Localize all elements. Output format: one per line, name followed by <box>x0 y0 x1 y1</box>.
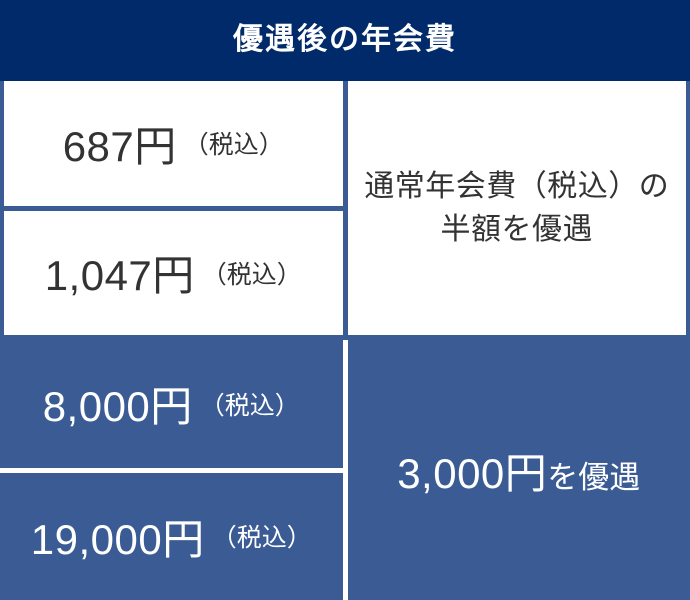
discount-description-line2: 半額を優遇 <box>440 213 593 246</box>
tax-included-note: （税込） <box>183 131 284 160</box>
discount-description: 通常年会費（税込）の 半額を優遇 <box>364 165 669 252</box>
fee-cell-row3: 8,000円 （税込） <box>0 340 343 468</box>
discount-amount-cell: 3,000円を優遇 <box>347 340 690 600</box>
page-title: 優遇後の年会費 <box>233 22 457 56</box>
fee-cell-row4: 19,000円 （税込） <box>0 472 343 600</box>
tax-included-note: （税込） <box>211 524 312 553</box>
fee-amount: 8,000円 <box>42 383 193 431</box>
discount-suffix: を優遇 <box>547 459 641 495</box>
fee-cell-row1: 687円 （税込） <box>4 81 343 206</box>
discount-description-cell: 通常年会費（税込）の 半額を優遇 <box>347 81 686 335</box>
discount-description-line1: 通常年会費（税込）の <box>364 169 670 203</box>
half-discount-section: 687円 （税込） 通常年会費（税込）の 半額を優遇 1,047円 （税込） <box>0 81 690 340</box>
table-header: 優遇後の年会費 <box>0 0 690 81</box>
tax-included-note: （税込） <box>201 260 302 289</box>
tax-included-note: （税込） <box>199 391 300 420</box>
fee-amount: 1,047円 <box>44 252 195 300</box>
discount-amount-text: 3,000円を優遇 <box>397 440 640 501</box>
discount-amount: 3,000円 <box>397 449 548 497</box>
fixed-discount-section: 8,000円 （税込） 3,000円を優遇 19,000円 （税込） <box>0 340 690 600</box>
fee-amount: 687円 <box>62 122 177 170</box>
fee-cell-row2: 1,047円 （税込） <box>4 210 343 335</box>
fee-amount: 19,000円 <box>30 515 205 563</box>
